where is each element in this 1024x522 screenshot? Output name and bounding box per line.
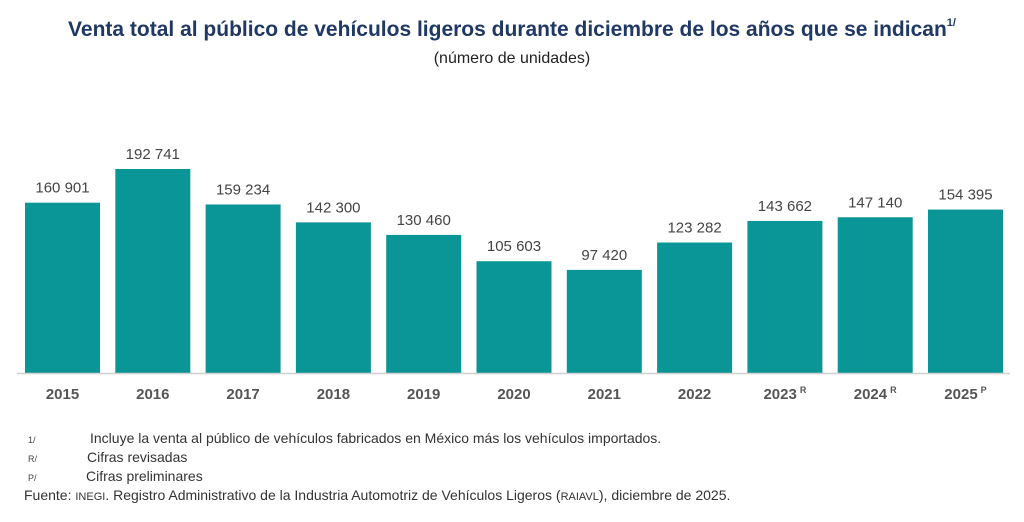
- bar-2025: [928, 209, 1003, 373]
- chart-subtitle: (número de unidades): [433, 50, 591, 67]
- source-org: INEGI: [75, 491, 106, 503]
- x-tick-label-2017: 2017: [226, 386, 259, 403]
- bar-2024: [837, 217, 913, 373]
- x-tick-label-2019: 2019: [407, 386, 440, 403]
- x-tick-mark: R: [890, 385, 897, 395]
- data-label-2018: 142 300: [306, 199, 360, 216]
- chart-title-text: Venta total al público de vehículos lige…: [68, 18, 947, 41]
- bar-2017: [205, 204, 281, 373]
- footnote-row: 1/ Incluye la venta al público de vehícu…: [28, 430, 730, 449]
- data-label-2015: 160 901: [35, 180, 89, 197]
- data-label-2019: 130 460: [397, 212, 451, 229]
- source-prefix: Fuente:: [24, 487, 76, 503]
- x-tick-label-2020: 2020: [497, 386, 530, 403]
- bar-2020: [476, 261, 552, 373]
- x-tick-label-2023: 2023 R: [763, 385, 806, 403]
- bar-2018: [295, 222, 371, 373]
- footnote-text: Cifras preliminares: [86, 468, 203, 484]
- bar-2019: [386, 234, 462, 373]
- bar-2023: [747, 220, 823, 373]
- x-tick-label-2025: 2025 P: [944, 385, 986, 403]
- source-acronym: RAIAVL: [560, 491, 599, 503]
- data-label-2024: 147 140: [848, 194, 902, 211]
- footnote-text: Incluye la venta al público de vehículos…: [90, 430, 662, 446]
- title-footnote-mark: 1/: [946, 17, 956, 29]
- footnote-mark: R/: [28, 454, 37, 464]
- footnote-mark: P/: [28, 473, 37, 483]
- footnote-mark: 1/: [28, 435, 36, 445]
- x-tick-label-2015: 2015: [46, 386, 79, 403]
- footnotes: 1/ Incluye la venta al público de vehícu…: [24, 430, 730, 506]
- x-tick-label-2018: 2018: [317, 386, 350, 403]
- x-tick-mark: R: [800, 385, 807, 395]
- source-line: Fuente: INEGI. Registro Administrativo d…: [24, 487, 730, 506]
- x-tick-label-2024: 2024 R: [854, 385, 897, 403]
- footnote-text: Cifras revisadas: [87, 449, 188, 465]
- x-tick-mark: P: [981, 385, 987, 395]
- chart-title: Venta total al público de vehículos lige…: [0, 17, 1024, 42]
- source-text-end: ), diciembre de 2025.: [598, 487, 731, 503]
- bar-2021: [566, 269, 642, 373]
- x-tick-label-2021: 2021: [588, 386, 621, 403]
- data-label-2021: 97 420: [581, 247, 627, 264]
- bar-2022: [657, 242, 733, 373]
- x-tick-label-2022: 2022: [678, 386, 711, 403]
- data-label-2023: 143 662: [758, 198, 812, 215]
- footnote-row: P/ Cifras preliminares: [28, 468, 730, 487]
- data-label-2016: 192 741: [126, 146, 180, 163]
- source-text: . Registro Administrativo de la Industri…: [105, 487, 561, 503]
- bar-2015: [25, 202, 100, 373]
- data-label-2025: 154 395: [938, 187, 992, 204]
- data-label-2022: 123 282: [667, 220, 721, 237]
- bar-2016: [115, 169, 191, 373]
- data-label-2017: 159 234: [216, 181, 270, 198]
- data-label-2020: 105 603: [487, 238, 541, 255]
- x-tick-label-2016: 2016: [136, 386, 169, 403]
- footnote-row: R/ Cifras revisadas: [28, 449, 730, 468]
